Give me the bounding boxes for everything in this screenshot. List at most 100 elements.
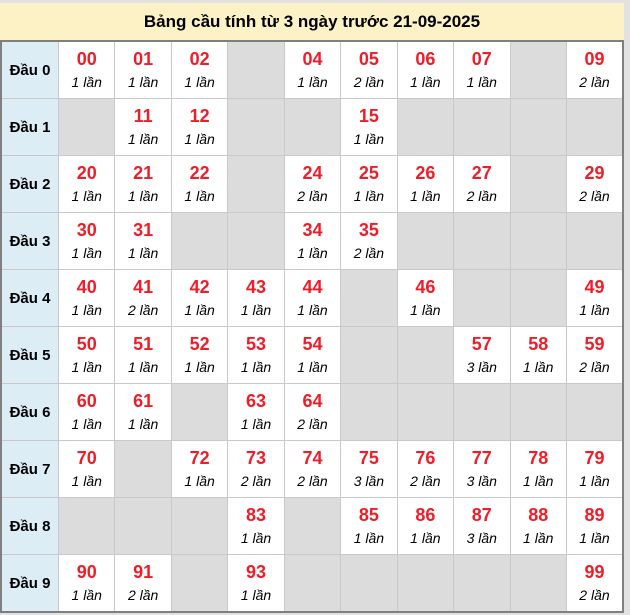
cell-number: 89 (584, 505, 605, 525)
empty-cell (453, 98, 511, 156)
cell-count: 1 lần (297, 74, 328, 90)
cell-count: 1 lần (240, 359, 272, 375)
cell-number: 42 (189, 277, 210, 297)
cell-number: 12 (189, 106, 210, 126)
cell-number: 61 (133, 391, 154, 411)
cell-number: 31 (133, 220, 154, 240)
row-label: Đầu 2 (0, 155, 59, 213)
number-cell: 79 1 lần (565, 440, 624, 498)
empty-cell (396, 554, 455, 613)
cell-count: 1 lần (71, 359, 102, 375)
cell-number: 05 (358, 49, 379, 69)
cell-count: 1 lần (127, 359, 159, 375)
cell-count: 2 lần (579, 587, 610, 603)
empty-cell (114, 497, 172, 555)
number-cell: 01 1 lần (114, 40, 172, 99)
empty-cell (227, 155, 285, 213)
cell-number: 86 (415, 505, 436, 525)
cell-count: 1 lần (297, 245, 328, 261)
cell-count: 1 lần (297, 359, 328, 375)
number-cell: 58 1 lần (509, 326, 567, 384)
cell-number: 44 (302, 277, 323, 297)
empty-cell (453, 269, 511, 327)
cell-count: 2 lần (127, 302, 159, 318)
empty-cell (283, 554, 342, 613)
cell-count: 2 lần (297, 188, 328, 204)
cell-count: 1 lần (127, 74, 159, 90)
empty-cell (57, 98, 116, 156)
number-cell: 07 1 lần (453, 40, 511, 99)
empty-cell (565, 383, 624, 441)
cell-count: 2 lần (353, 245, 385, 261)
cell-number: 85 (358, 505, 379, 525)
cell-number: 74 (302, 448, 323, 468)
cell-number: 60 (76, 391, 97, 411)
number-cell: 21 1 lần (114, 155, 172, 213)
cell-count: 1 lần (297, 302, 328, 318)
number-cell: 25 1 lần (340, 155, 398, 213)
cell-count: 1 lần (410, 302, 441, 318)
cell-count: 1 lần (523, 473, 554, 489)
cell-number: 79 (584, 448, 605, 468)
empty-cell (396, 98, 455, 156)
cell-number: 21 (133, 163, 154, 183)
table-row: Đầu 0 00 1 lần 01 1 lần 02 1 lần 04 1 lần 05 2 lần… (0, 40, 624, 99)
cell-count: 1 lần (184, 473, 215, 489)
cell-count: 1 lần (240, 416, 272, 432)
number-cell: 52 1 lần (170, 326, 229, 384)
cell-count: 1 lần (71, 473, 102, 489)
cell-number: 07 (471, 49, 492, 69)
cell-count: 2 lần (240, 473, 272, 489)
cell-count: 2 lần (579, 359, 610, 375)
cell-number: 83 (246, 505, 267, 525)
row-label: Đầu 5 (0, 326, 59, 384)
empty-cell (509, 40, 567, 99)
number-cell: 44 1 lần (283, 269, 342, 327)
number-cell: 76 2 lần (396, 440, 455, 498)
cell-number: 20 (76, 163, 97, 183)
number-cell: 61 1 lần (114, 383, 172, 441)
cell-count: 1 lần (579, 473, 610, 489)
empty-cell (453, 212, 511, 270)
empty-cell (340, 554, 398, 613)
number-cell: 11 1 lần (114, 98, 172, 156)
cell-number: 88 (528, 505, 549, 525)
cell-count: 1 lần (353, 530, 385, 546)
row-label: Đầu 0 (0, 40, 59, 99)
cell-count: 1 lần (184, 359, 215, 375)
cell-count: 1 lần (127, 416, 159, 432)
number-cell: 26 1 lần (396, 155, 455, 213)
cell-number: 87 (471, 505, 492, 525)
number-cell: 57 3 lần (453, 326, 511, 384)
number-cell: 22 1 lần (170, 155, 229, 213)
number-cell: 20 1 lần (57, 155, 116, 213)
empty-cell (453, 383, 511, 441)
number-cell: 42 1 lần (170, 269, 229, 327)
row-label: Đầu 6 (0, 383, 59, 441)
cell-count: 1 lần (127, 131, 159, 147)
cell-number: 93 (246, 562, 267, 582)
number-cell: 00 1 lần (57, 40, 116, 99)
number-cell: 99 2 lần (565, 554, 624, 613)
number-cell: 43 1 lần (227, 269, 285, 327)
cell-number: 59 (584, 334, 605, 354)
number-cell: 70 1 lần (57, 440, 116, 498)
number-cell: 64 2 lần (283, 383, 342, 441)
cell-number: 64 (302, 391, 323, 411)
empty-cell (114, 440, 172, 498)
cell-number: 00 (76, 49, 97, 69)
cell-count: 1 lần (410, 530, 441, 546)
number-cell: 24 2 lần (283, 155, 342, 213)
cell-number: 46 (415, 277, 436, 297)
number-cell: 85 1 lần (340, 497, 398, 555)
number-cell: 35 2 lần (340, 212, 398, 270)
cau-table-body: Đầu 0 00 1 lần 01 1 lần 02 1 lần 04 1 lần 05 2 lần… (0, 40, 624, 613)
cell-count: 1 lần (71, 188, 102, 204)
number-cell: 74 2 lần (283, 440, 342, 498)
empty-cell (170, 383, 229, 441)
number-cell: 02 1 lần (170, 40, 229, 99)
empty-cell (509, 383, 567, 441)
empty-cell (227, 98, 285, 156)
cell-count: 1 lần (240, 530, 272, 546)
cell-count: 1 lần (579, 530, 610, 546)
